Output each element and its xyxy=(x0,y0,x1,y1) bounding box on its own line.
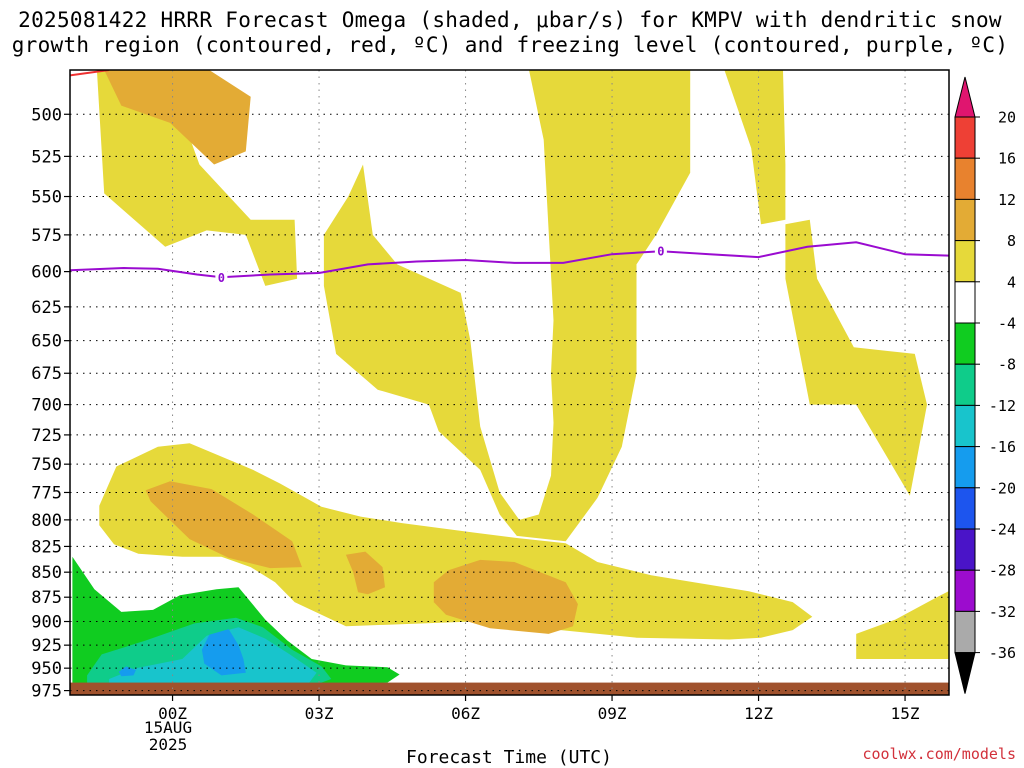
y-tick-label: 900 xyxy=(31,613,62,633)
colorbar-bin xyxy=(954,404,976,448)
x-tick-label: 12Z xyxy=(744,704,773,723)
omega-region-c4_8 xyxy=(856,591,949,659)
y-tick-label: 850 xyxy=(31,563,62,583)
colorbar-label: -36 xyxy=(989,644,1016,662)
colorbar-label: 12 xyxy=(998,191,1016,209)
colorbar-bin xyxy=(954,322,976,365)
colorbar-bin xyxy=(954,569,976,612)
dendritic-growth-contour xyxy=(70,70,110,77)
colorbar-label: -4 xyxy=(998,315,1016,333)
colorbar-label: -8 xyxy=(998,356,1016,374)
omega-region-c4_8 xyxy=(99,443,813,640)
x-axis-title: Forecast Time (UTC) xyxy=(406,747,612,768)
y-tick-label: 675 xyxy=(31,364,62,384)
x-axis: 00Z 03Z 06Z 09Z 12Z 15Z xyxy=(158,695,920,723)
x-tick-label: 06Z xyxy=(451,704,480,723)
chart-title-line-1: 2025081422 HRRR Forecast Omega (shaded, … xyxy=(18,8,1002,32)
y-tick-label: 800 xyxy=(31,511,62,531)
freezing-level-contour xyxy=(70,241,949,279)
date-label-day: 15AUG xyxy=(144,718,192,737)
colorbar-bottom-arrow xyxy=(954,652,976,694)
y-tick-label: 700 xyxy=(31,396,62,416)
x-tick-label: 00Z xyxy=(158,704,187,723)
y-tick-label: 750 xyxy=(31,455,62,475)
y-tick-label: 775 xyxy=(31,483,62,503)
y-tick-label: 950 xyxy=(31,659,62,679)
credit-text: coolwx.com/models xyxy=(862,745,1016,763)
colorbar-bin xyxy=(954,487,976,530)
x-tick-label: 15Z xyxy=(891,704,920,723)
y-tick-label: 975 xyxy=(31,682,62,702)
y-tick-label: 650 xyxy=(31,332,62,352)
freezing-level-label: 0 xyxy=(218,271,225,285)
omega-region-c8_12 xyxy=(104,70,251,165)
omega-region-c8_12 xyxy=(345,551,385,595)
colorbar-label: -32 xyxy=(989,603,1016,621)
colorbar-label: -24 xyxy=(989,521,1016,539)
ground-layer xyxy=(70,682,949,695)
colorbar-label: 4 xyxy=(1007,273,1016,291)
plot-frame xyxy=(69,69,950,696)
colorbar-label: -20 xyxy=(989,479,1016,497)
contour-lines: 00 xyxy=(70,70,949,285)
y-tick-label: 925 xyxy=(31,636,62,656)
omega-region-c4_8 xyxy=(323,70,691,542)
omega-region-cm16_20 xyxy=(201,629,246,676)
y-tick-label: 625 xyxy=(31,298,62,318)
colorbar-label: -12 xyxy=(989,397,1016,415)
colorbar-bin xyxy=(954,198,976,242)
omega-region-c4_8 xyxy=(96,70,298,286)
chart-title-line-2: growth region (contoured, red, ºC) and f… xyxy=(12,33,1009,57)
omega-shading-layer xyxy=(72,70,949,688)
colorbar-label: 16 xyxy=(998,150,1016,168)
colorbar-label: 20 xyxy=(998,109,1016,127)
y-tick-label: 550 xyxy=(31,188,62,208)
omega-region-c8_12 xyxy=(145,481,302,569)
y-tick-label: 500 xyxy=(31,105,62,125)
colorbar-label: 8 xyxy=(1007,232,1016,250)
omega-region-c4_8 xyxy=(785,219,927,496)
date-label-year: 2025 xyxy=(149,735,188,754)
y-tick-label: 525 xyxy=(31,147,62,167)
colorbar: 20 16 12 8 4 -4 -8 -12 -16 -20 -24 -28 -32 -36 xyxy=(954,76,1016,694)
colorbar-bin xyxy=(954,240,976,283)
colorbar-bin xyxy=(954,528,976,571)
colorbar-bin xyxy=(954,610,976,654)
freezing-level-label: 0 xyxy=(657,245,664,259)
y-tick-label: 725 xyxy=(31,426,62,446)
contour-label-bg xyxy=(654,244,667,259)
ground-strip xyxy=(70,682,949,695)
colorbar-bin xyxy=(954,446,976,489)
y-axis: 500 525 550 575 600 625 650 675 700 725 750 775 800 8… xyxy=(31,105,70,702)
colorbar-bin xyxy=(954,157,976,200)
x-tick-label: 03Z xyxy=(305,704,334,723)
colorbar-bin xyxy=(954,116,976,159)
colorbar-label: -28 xyxy=(989,562,1016,580)
colorbar-label: -16 xyxy=(989,438,1016,456)
colorbar-bin xyxy=(954,363,976,406)
gridlines xyxy=(70,70,949,695)
y-tick-label: 825 xyxy=(31,537,62,557)
y-tick-label: 875 xyxy=(31,588,62,608)
y-tick-label: 575 xyxy=(31,226,62,246)
contour-label-bg xyxy=(215,270,228,285)
x-tick-label: 09Z xyxy=(598,704,627,723)
colorbar-top-arrow xyxy=(954,76,976,118)
y-tick-label: 600 xyxy=(31,263,62,283)
omega-region-cm16_20 xyxy=(118,666,136,677)
colorbar-bin xyxy=(954,281,976,324)
omega-region-c4_8 xyxy=(724,70,786,225)
